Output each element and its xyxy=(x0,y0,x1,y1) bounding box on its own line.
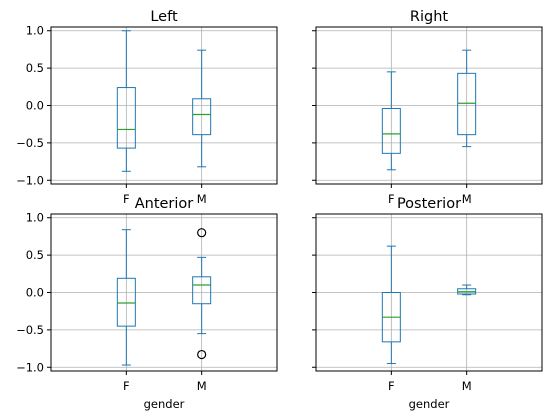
box-m xyxy=(192,49,212,168)
y-tick-label: 1.0 xyxy=(26,24,44,38)
panel-title: Posterior xyxy=(397,196,461,212)
y-tick-label: −0.5 xyxy=(16,323,44,337)
box-f xyxy=(116,30,136,172)
box-f xyxy=(381,71,401,171)
x-tick-label: F xyxy=(123,379,130,393)
x-tick-label: M xyxy=(462,192,472,206)
box-m xyxy=(192,228,212,360)
box-iqr xyxy=(116,87,136,149)
x-tick-label: M xyxy=(462,379,472,393)
box-iqr xyxy=(381,107,401,154)
box-f xyxy=(116,229,136,366)
outlier-point xyxy=(197,349,207,360)
y-tick-label: 0.0 xyxy=(26,286,44,300)
y-tick-label: 1.0 xyxy=(26,211,44,225)
panel-left: −1.0 −0.5 0.0 0.5 1.0 F M Left xyxy=(16,9,278,206)
y-tick-label: −1.0 xyxy=(16,173,44,187)
x-tick-label: M xyxy=(197,192,207,206)
x-tick-label: F xyxy=(388,192,395,206)
x-axis-label: gender xyxy=(409,397,450,411)
panel-title: Left xyxy=(150,9,178,25)
x-tick-label: M xyxy=(197,379,207,393)
y-tick-label: −0.5 xyxy=(16,136,44,150)
box-f xyxy=(381,245,401,365)
outlier-point xyxy=(197,228,207,238)
panel-right: F M Right xyxy=(312,9,543,206)
box-iqr xyxy=(192,276,212,305)
x-tick-label: F xyxy=(123,192,130,206)
y-tick-label: −1.0 xyxy=(16,360,44,374)
panel-title: Anterior xyxy=(135,196,194,212)
box-iqr xyxy=(116,277,136,327)
x-tick-label: F xyxy=(388,379,395,393)
box-iqr xyxy=(457,72,477,136)
box-m xyxy=(457,284,477,296)
x-axis-label: gender xyxy=(144,397,185,411)
y-tick-label: 0.5 xyxy=(26,248,44,262)
y-tick-label: 0.0 xyxy=(26,99,44,113)
box-m xyxy=(457,49,477,148)
panel-title: Right xyxy=(410,9,448,25)
box-iqr xyxy=(192,98,212,136)
y-tick-label: 0.5 xyxy=(26,61,44,75)
